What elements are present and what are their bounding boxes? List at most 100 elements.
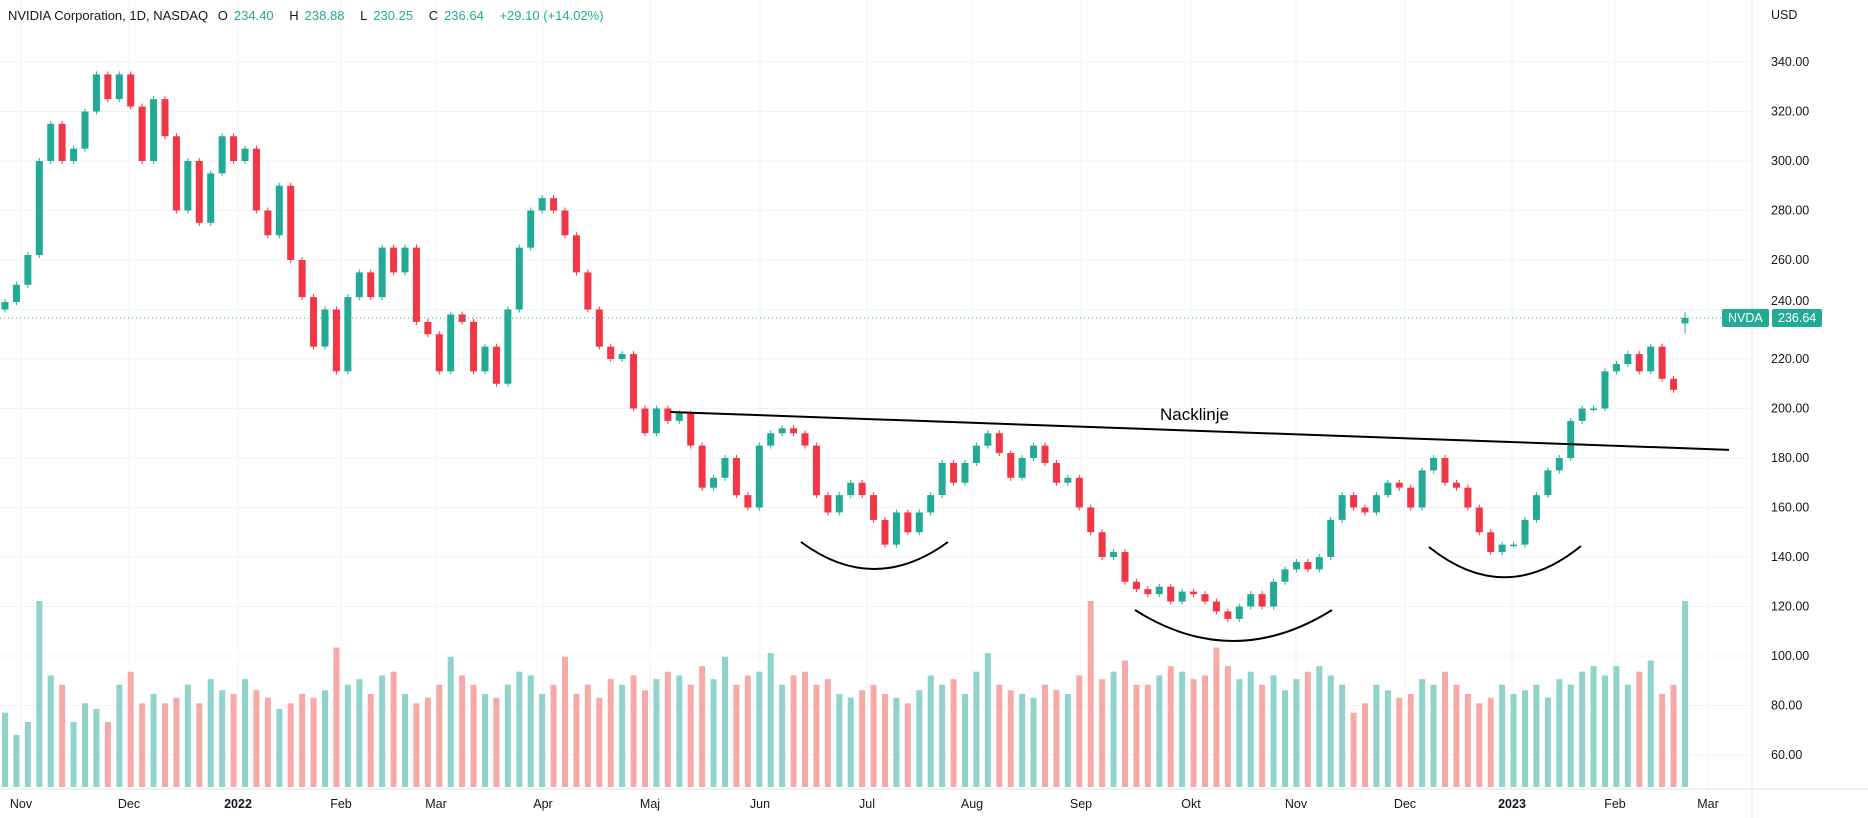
candle-body	[824, 495, 832, 513]
time-axis[interactable]: Nov Dec 2022 Feb Mar Apr Maj Jun Jul Aug Sep Okt Nov…	[10, 797, 1719, 811]
volume-bar	[1282, 690, 1288, 787]
candle-body	[607, 346, 615, 359]
volume-bar	[1602, 675, 1608, 787]
candle-body	[790, 428, 798, 434]
candle-body	[401, 247, 409, 273]
candle-body	[470, 321, 478, 372]
candle-body	[1041, 445, 1049, 463]
candle-body	[92, 74, 100, 112]
volume-bar	[2, 712, 8, 787]
volume-bar	[150, 694, 157, 787]
candle-body	[710, 477, 718, 488]
candle-body	[1018, 458, 1026, 478]
volume-bar	[824, 679, 831, 787]
volume-bar	[642, 690, 648, 787]
candle-body	[275, 185, 283, 236]
candle-body	[572, 235, 580, 273]
volume-bar	[139, 703, 146, 787]
candle-body	[1532, 495, 1540, 520]
volume-bar	[310, 697, 317, 787]
candle-body	[1635, 354, 1643, 372]
volume-bar	[333, 647, 340, 787]
candle-body	[1315, 557, 1323, 570]
candle-body	[24, 255, 32, 285]
volume-bar	[173, 697, 180, 787]
y-tick-label: 220.00	[1771, 352, 1809, 366]
candle-body	[835, 495, 843, 513]
x-tick-label: Jul	[859, 797, 875, 811]
candle-body	[310, 297, 318, 347]
candle-body	[812, 445, 820, 496]
volume-bar	[1487, 697, 1494, 787]
volume-bar	[1430, 684, 1437, 787]
volume-bar	[744, 675, 751, 787]
candle-body	[241, 148, 249, 161]
candle-body	[412, 247, 420, 322]
candle-body	[1361, 507, 1369, 513]
candle-body	[1064, 477, 1072, 483]
x-tick-label: Dec	[1394, 797, 1416, 811]
neckline-label: Nacklinje	[1160, 405, 1229, 424]
candle-body	[1224, 611, 1232, 619]
candle-body	[1395, 482, 1403, 488]
volume-bar	[24, 721, 31, 787]
candle-body	[732, 458, 740, 496]
candle-body	[1601, 371, 1609, 409]
volume-bar	[596, 697, 603, 787]
volume-bar	[1419, 679, 1426, 787]
volume-bar	[1213, 647, 1220, 787]
candle-body	[515, 247, 523, 310]
volume-bar	[687, 684, 694, 787]
left-shoulder-arc[interactable]	[800, 541, 949, 570]
candle-body	[81, 111, 89, 149]
candle-body	[1441, 458, 1449, 483]
volume-bar	[1396, 697, 1403, 787]
right-shoulder-arc[interactable]	[1428, 545, 1582, 579]
volume-bar	[1476, 703, 1483, 787]
volume-bar	[1190, 679, 1197, 787]
candle-body	[1281, 569, 1289, 582]
candle-body	[207, 173, 215, 223]
candle-body	[1087, 507, 1095, 533]
volume-bar	[584, 684, 591, 787]
volume-bar	[356, 679, 363, 787]
open-label: O	[217, 8, 228, 23]
head-arc[interactable]	[1134, 609, 1333, 642]
candle-body	[287, 185, 295, 260]
candle-body	[1590, 408, 1598, 410]
volume-bar	[1167, 666, 1174, 787]
volume-bar	[413, 703, 420, 787]
candle-body	[1304, 561, 1312, 570]
volume-bar	[47, 675, 54, 787]
volume-bar	[82, 703, 88, 787]
open-value: 234.40	[233, 8, 274, 23]
price-axis[interactable]: 340.00 320.00 300.00 280.00 260.00 240.00 220.…	[1771, 55, 1809, 762]
volume-bar	[1362, 703, 1368, 787]
y-tick-label: 80.00	[1771, 699, 1802, 713]
y-tick-label: 100.00	[1771, 649, 1809, 663]
volume-bar	[767, 653, 774, 787]
candle-body	[115, 74, 123, 100]
volume-bar	[1384, 690, 1391, 787]
candle-body	[35, 161, 43, 256]
volume-bar	[950, 679, 957, 787]
volume-bar	[1053, 690, 1060, 787]
candle-body	[1681, 317, 1689, 324]
neckline[interactable]	[669, 410, 1730, 451]
volume-bar	[836, 694, 843, 787]
volume-bar	[1510, 694, 1517, 787]
candle-body	[1052, 462, 1060, 483]
candle-body	[424, 321, 432, 335]
volume-bar	[904, 703, 911, 787]
candle-body	[12, 284, 20, 303]
volume-bar	[1144, 684, 1151, 787]
candle-body	[972, 445, 980, 463]
volume-bar	[927, 675, 934, 787]
volume-bar	[1304, 671, 1311, 787]
volume-bar	[196, 703, 203, 787]
volume-bar	[379, 675, 386, 787]
candle-body	[1430, 458, 1438, 471]
volume-bar	[1064, 694, 1071, 787]
candle-body	[1464, 487, 1472, 508]
